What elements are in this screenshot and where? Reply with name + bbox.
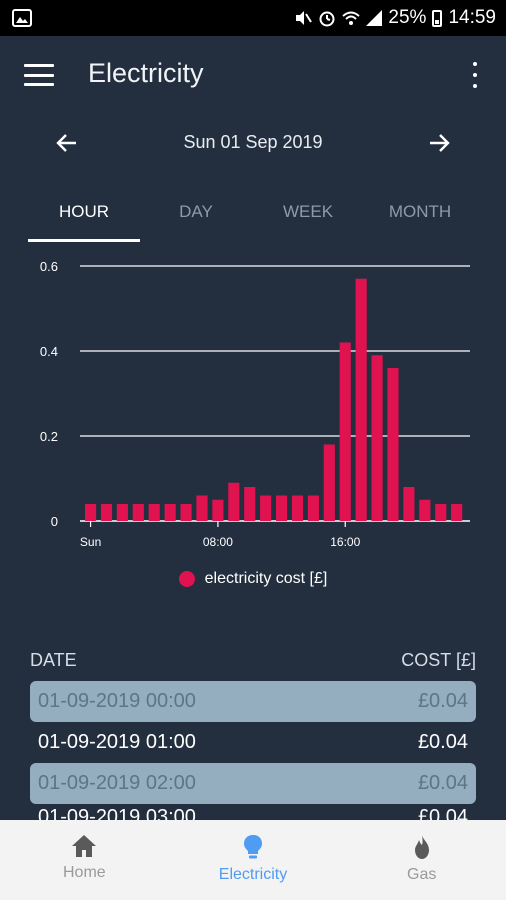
bar: [196, 495, 208, 521]
app-bar: Electricity: [0, 36, 506, 114]
next-date-arrow-icon[interactable]: [428, 132, 450, 154]
row-cost: £0.04: [417, 806, 468, 824]
nav-home-label: Home: [62, 864, 106, 881]
tab-day[interactable]: DAY: [179, 202, 213, 221]
gallery-notification-icon: [12, 9, 32, 27]
bar: [403, 487, 415, 521]
electricity-cost-chart: 0 0.2 0.4 0.6 Sun 08:00 16:00: [40, 259, 470, 549]
tab-hour[interactable]: HOUR: [28, 190, 140, 242]
bar: [148, 504, 160, 521]
date-navigator: Sun 01 Sep 2019: [0, 120, 506, 168]
chart-legend: electricity cost [£]: [0, 570, 506, 588]
row-date: 01-09-2019 02:00: [38, 772, 196, 794]
mute-icon: [296, 11, 313, 25]
nav-gas[interactable]: Gas: [337, 820, 506, 900]
bar: [100, 504, 113, 521]
bar: [291, 495, 304, 521]
table-header: DATE COST [£]: [30, 650, 476, 671]
date-column-header: DATE: [30, 650, 77, 670]
bar: [323, 444, 335, 521]
bar: [387, 368, 399, 521]
bar: [276, 495, 288, 521]
nav-home[interactable]: Home: [0, 820, 169, 900]
flame-icon: [414, 835, 429, 859]
y-tick-label: 0.6: [40, 259, 58, 274]
row-cost: £0.04: [417, 772, 468, 794]
bar: [435, 504, 447, 521]
tab-month[interactable]: MONTH: [388, 202, 452, 221]
bar: [85, 504, 97, 521]
wifi-icon: [342, 11, 361, 25]
bar: [244, 487, 256, 521]
y-tick-label: 0.2: [40, 429, 58, 444]
y-tick-label: 0.4: [40, 344, 58, 359]
clock-time: 14:59: [448, 7, 496, 28]
bar: [212, 499, 224, 521]
x-tick-label: 08:00: [203, 535, 233, 549]
bar: [228, 482, 240, 521]
current-date-label: Sun 01 Sep 2019: [183, 132, 323, 152]
nav-electricity[interactable]: Electricity: [169, 820, 338, 900]
alarm-icon: [319, 11, 335, 27]
row-cost: £0.04: [417, 731, 468, 753]
nav-gas-label: Gas: [407, 866, 437, 883]
table-row[interactable]: 01-09-2019 03:00 £0.04: [30, 804, 476, 824]
bar: [260, 495, 272, 521]
x-tick-label: 16:00: [330, 535, 360, 549]
row-date: 01-09-2019 03:00: [38, 806, 196, 824]
bar: [419, 499, 431, 521]
bar: [180, 504, 192, 521]
bar: [132, 504, 144, 521]
bar: [164, 504, 176, 521]
table-row[interactable]: 01-09-2019 01:00 £0.04: [30, 722, 476, 763]
battery-icon: [432, 9, 443, 27]
y-tick-label: 0: [51, 514, 58, 529]
table-row[interactable]: 01-09-2019 02:00 £0.04: [30, 763, 476, 804]
cost-column-header: COST [£]: [401, 650, 476, 670]
cost-table: 01-09-2019 00:00 £0.04 01-09-2019 01:00 …: [30, 681, 476, 824]
period-tabs: HOUR DAY WEEK MONTH: [28, 190, 476, 242]
bar: [307, 495, 319, 521]
bar: [355, 278, 367, 521]
bar: [371, 355, 383, 521]
legend-swatch: [178, 571, 195, 587]
page-title: Electricity: [88, 58, 204, 88]
legend-label: electricity cost [£]: [204, 570, 328, 587]
bar: [116, 504, 128, 521]
table-row[interactable]: 01-09-2019 00:00 £0.04: [30, 681, 476, 722]
battery-percent: 25%: [388, 7, 427, 28]
status-bar: 25% 14:59: [0, 0, 506, 36]
more-options-icon[interactable]: [470, 62, 480, 88]
hamburger-menu-icon[interactable]: [24, 64, 54, 86]
lightbulb-icon: [244, 835, 262, 859]
bar: [339, 342, 351, 521]
bar: [451, 504, 463, 521]
previous-date-arrow-icon[interactable]: [56, 132, 78, 154]
row-date: 01-09-2019 01:00: [38, 731, 196, 753]
signal-icon: [366, 10, 383, 26]
nav-electricity-label: Electricity: [218, 866, 288, 883]
row-date: 01-09-2019 00:00: [38, 690, 196, 712]
row-cost: £0.04: [417, 690, 468, 712]
bottom-navigation: Home Electricity Gas: [0, 820, 506, 900]
x-tick-label: Sun: [80, 535, 101, 549]
tab-week[interactable]: WEEK: [282, 202, 334, 221]
home-icon: [72, 835, 97, 857]
